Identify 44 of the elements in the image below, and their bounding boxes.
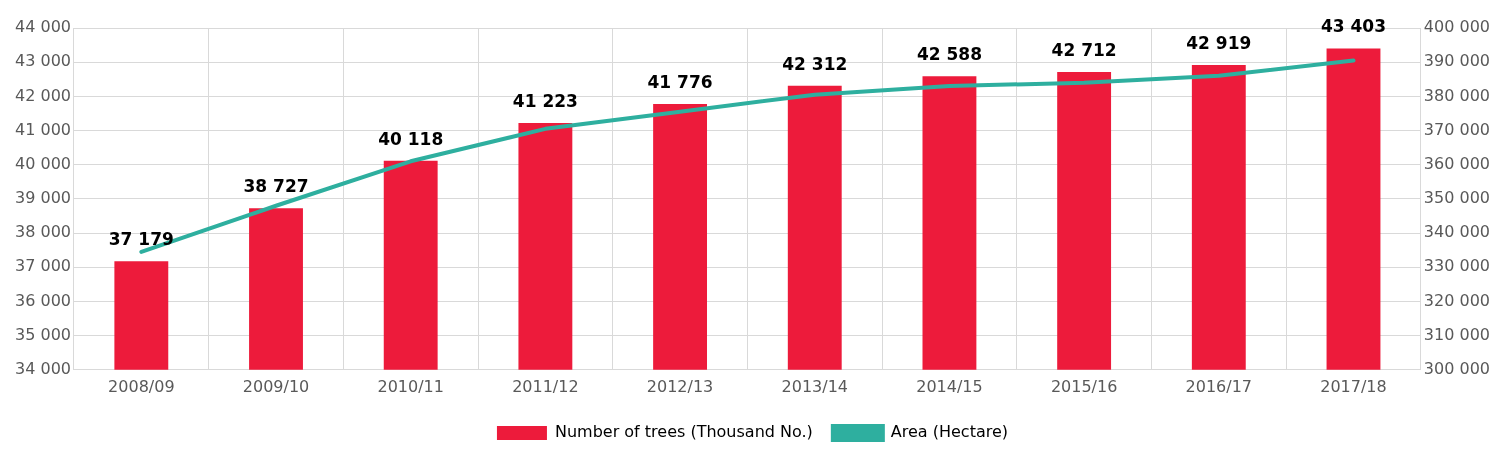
data-label: 42 588 [916,44,982,65]
y2-tick-label: 360 000 [1423,153,1491,173]
x-tick-label: 2010/11 [377,376,444,396]
y-tick-label: 38 000 [15,222,71,242]
y-tick-label: 44 000 [15,17,71,37]
y2-tick-label: 350 000 [1423,188,1491,208]
x-tick-label: 2008/09 [108,376,175,396]
x-tick-label: 2017/18 [1320,376,1387,396]
data-label: 42 712 [1051,39,1117,60]
x-tick-label: 2013/14 [781,376,848,396]
x-tick-label: 2015/16 [1050,376,1118,396]
data-label: 41 776 [647,71,713,92]
y-tick-label: 34 000 [15,358,71,378]
data-label: 41 223 [512,90,578,111]
legend-label: Area (Hectare) [890,422,1009,442]
x-tick-label: 2016/17 [1185,376,1253,396]
x-tick-label: 2014/15 [916,376,983,396]
y2-tick-label: 380 000 [1423,85,1491,105]
y-tick-label: 35 000 [15,324,71,344]
x-tick-label: 2009/10 [242,376,310,396]
y2-tick-label: 390 000 [1423,51,1491,71]
y2-tick-label: 300 000 [1423,358,1491,378]
data-label: 40 118 [378,128,444,149]
data-label: 37 179 [108,229,174,250]
y2-tick-label: 320 000 [1423,290,1491,310]
x-tick-label: 2011/12 [512,376,579,396]
y2-tick-label: 340 000 [1423,222,1491,242]
y-tick-label: 41 000 [15,119,71,139]
y2-tick-label: 310 000 [1423,324,1491,344]
y-tick-label: 40 000 [15,153,71,173]
y-tick-label: 36 000 [15,290,71,310]
data-label: 42 312 [782,53,848,74]
data-label: 43 403 [1320,16,1387,37]
y-tick-label: 37 000 [15,256,71,276]
y-tick-label: 42 000 [15,85,71,105]
data-label: 42 919 [1186,32,1252,53]
y-tick-label: 43 000 [15,51,71,71]
y-tick-label: 39 000 [15,188,71,208]
y2-tick-label: 330 000 [1423,256,1491,276]
legend-label: Number of trees (Thousand No.) [554,422,813,442]
x-tick-label: 2012/13 [646,376,714,396]
y2-tick-label: 400 000 [1423,17,1491,37]
data-label: 38 727 [243,176,309,197]
y2-tick-label: 370 000 [1423,119,1491,139]
